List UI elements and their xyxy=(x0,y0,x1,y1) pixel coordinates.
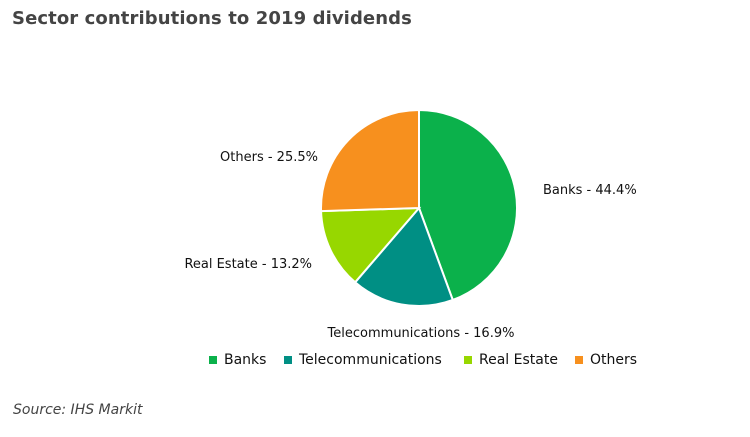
pie-slice-others xyxy=(320,108,420,213)
legend-swatch-telecommunications xyxy=(284,356,292,364)
pie-slice-real-estate xyxy=(320,206,422,284)
legend-swatch-real-estate xyxy=(464,356,472,364)
slice-label-real-estate: Real Estate - 13.2% xyxy=(184,257,312,272)
slice-label-others: Others - 25.5% xyxy=(220,150,318,165)
chart-legend: Banks Telecommunications Real Estate Oth… xyxy=(0,352,750,372)
legend-item-banks: Banks xyxy=(209,352,266,368)
pie-slice-telecommunications xyxy=(353,206,455,307)
chart-title: Sector contributions to 2019 dividends xyxy=(12,8,412,29)
legend-item-real-estate: Real Estate xyxy=(464,352,558,368)
slice-label-telecommunications: Telecommunications - 16.9% xyxy=(327,326,515,341)
legend-swatch-others xyxy=(575,356,583,364)
legend-label-others: Others xyxy=(590,352,638,368)
legend-item-telecommunications: Telecommunications xyxy=(284,352,442,368)
legend-label-real-estate: Real Estate xyxy=(479,352,558,368)
legend-swatch-banks xyxy=(209,356,217,364)
legend-item-others: Others xyxy=(575,352,637,368)
source-note: Source: IHS Markit xyxy=(13,402,143,418)
slice-label-banks: Banks - 44.4% xyxy=(543,183,637,198)
legend-label-telecommunications: Telecommunications xyxy=(299,352,442,368)
pie-slice-banks xyxy=(418,108,519,302)
legend-label-banks: Banks xyxy=(224,352,267,368)
